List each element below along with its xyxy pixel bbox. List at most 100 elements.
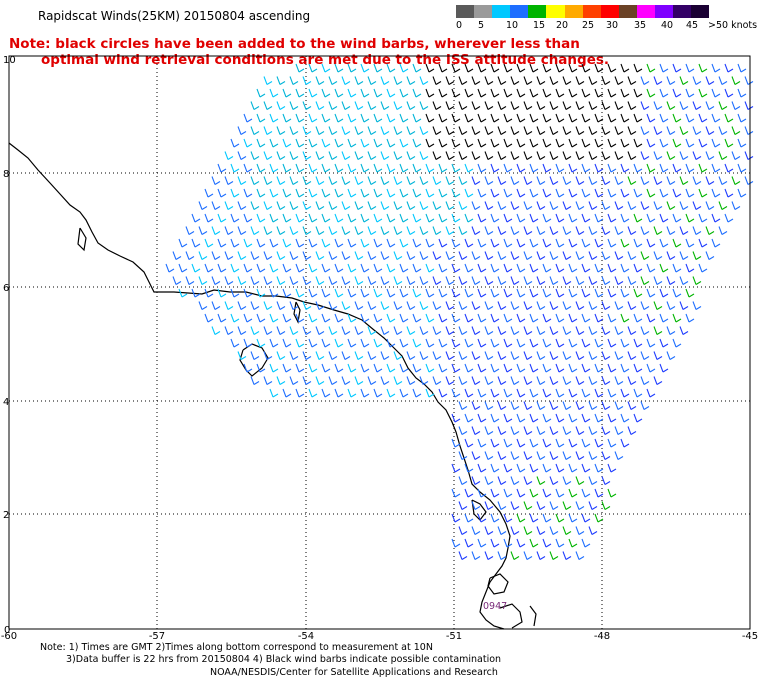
wind-barb xyxy=(581,263,591,273)
wind-barb xyxy=(484,76,494,85)
wind-barb xyxy=(620,113,630,123)
wind-barb xyxy=(334,388,344,398)
wind-barb xyxy=(354,251,364,260)
time-annotation: 0947 xyxy=(483,601,507,612)
wind-barb xyxy=(601,426,611,435)
wind-barb xyxy=(211,251,221,260)
wind-barb xyxy=(321,238,331,248)
wind-barb xyxy=(503,513,513,523)
wind-barb xyxy=(438,363,448,373)
wind-barb xyxy=(341,351,351,360)
wind-barb xyxy=(321,63,331,73)
wind-barb xyxy=(425,263,435,273)
wind-barb xyxy=(302,251,312,260)
wind-barb xyxy=(555,288,565,298)
wind-barb xyxy=(386,263,396,273)
wind-barb xyxy=(510,276,520,285)
wind-barb xyxy=(328,201,338,210)
wind-barb xyxy=(380,326,390,335)
wind-barb xyxy=(328,251,338,260)
wind-barb xyxy=(529,513,539,523)
wind-barb xyxy=(555,63,565,73)
wind-barb xyxy=(484,326,494,335)
x-tick-label: -54 xyxy=(298,631,314,642)
wind-barb xyxy=(321,363,331,373)
wind-barb xyxy=(633,363,643,373)
wind-barb xyxy=(354,151,364,160)
wind-barb xyxy=(516,263,526,273)
wind-barb xyxy=(412,313,422,323)
wind-barb xyxy=(568,513,578,523)
wind-barb xyxy=(451,488,461,498)
wind-barb xyxy=(399,163,409,173)
wind-barb xyxy=(477,488,487,498)
wind-barb xyxy=(698,163,708,173)
wind-barb xyxy=(477,338,487,348)
wind-barb xyxy=(204,263,214,273)
wind-barb xyxy=(549,451,559,460)
wind-barb xyxy=(718,201,728,210)
wind-barb xyxy=(341,176,351,185)
wind-barb xyxy=(237,151,247,160)
wind-barb xyxy=(432,101,442,110)
wind-barb xyxy=(594,238,604,248)
wind-barb xyxy=(464,388,474,398)
wind-barb xyxy=(581,313,591,323)
wind-barb xyxy=(523,126,533,135)
wind-barb xyxy=(503,63,513,73)
wind-barb xyxy=(360,313,370,323)
wind-barb xyxy=(458,426,468,435)
wind-barb xyxy=(269,113,279,123)
wind-barb xyxy=(464,413,474,423)
wind-barb xyxy=(555,88,565,98)
wind-barb xyxy=(633,213,643,223)
wind-barb xyxy=(464,513,474,523)
wind-barb xyxy=(562,176,572,185)
wind-barb xyxy=(724,163,734,173)
wind-barb xyxy=(393,301,403,310)
legend-label: 25 xyxy=(582,20,595,31)
wind-barb xyxy=(510,126,520,135)
legend-swatch xyxy=(474,5,493,18)
wind-barb xyxy=(588,301,598,310)
wind-barb xyxy=(380,276,390,285)
wind-barb xyxy=(464,438,474,448)
wind-barb xyxy=(419,151,429,160)
legend-swatch xyxy=(600,5,619,18)
wind-barb xyxy=(575,76,585,85)
wind-barb xyxy=(425,213,435,223)
wind-barb xyxy=(406,301,416,310)
wind-barb xyxy=(432,126,442,135)
wind-barb xyxy=(575,176,585,185)
wind-barb xyxy=(308,138,318,148)
wind-barb xyxy=(555,463,565,473)
wind-barb xyxy=(328,101,338,110)
wind-barb xyxy=(640,226,650,235)
wind-barb xyxy=(516,113,526,123)
wind-barb xyxy=(354,276,364,285)
wind-barb xyxy=(620,163,630,173)
legend-label: 45 xyxy=(686,20,699,31)
island-outline xyxy=(471,499,487,521)
wind-barb xyxy=(419,201,429,210)
wind-barb xyxy=(399,238,409,248)
footer-line1: Note: 1) Times are GMT 2)Times along bot… xyxy=(40,642,433,653)
wind-barb xyxy=(263,251,273,260)
wind-barb xyxy=(575,401,585,410)
wind-barb xyxy=(620,438,630,448)
wind-barb xyxy=(549,401,559,410)
wind-barb xyxy=(575,226,585,235)
wind-barb xyxy=(282,138,292,148)
wind-barb xyxy=(607,288,617,298)
wind-barb xyxy=(581,238,591,248)
legend-swatch xyxy=(456,5,475,18)
wind-barb xyxy=(646,63,656,73)
wind-barb xyxy=(373,88,383,98)
wind-barb xyxy=(282,263,292,273)
wind-barb xyxy=(633,88,643,98)
wind-barb xyxy=(347,113,357,123)
wind-barb xyxy=(477,313,487,323)
wind-barb xyxy=(451,288,461,298)
wind-barb xyxy=(588,276,598,285)
wind-barb xyxy=(432,76,442,85)
